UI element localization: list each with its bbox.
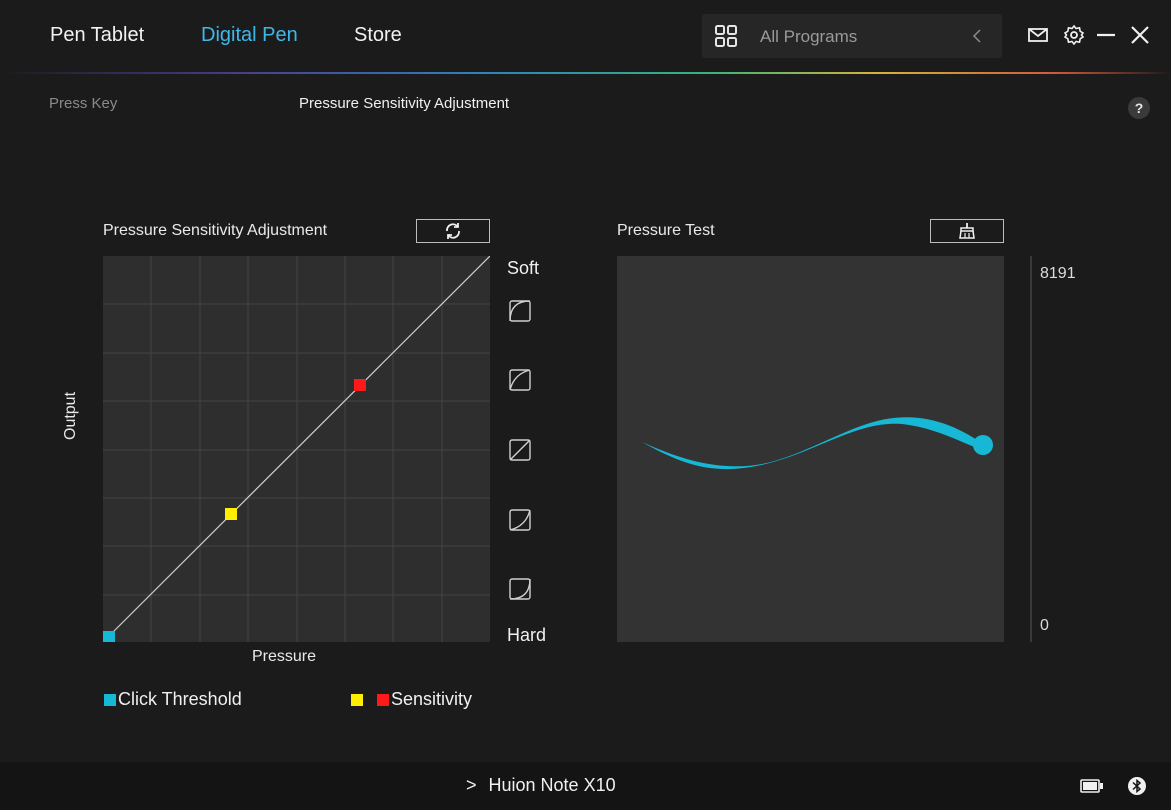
preset-softest-icon[interactable]: [509, 300, 531, 322]
curve-xlabel: Pressure: [252, 648, 317, 665]
curve-grid: [103, 256, 490, 642]
tab-digital-pen[interactable]: Digital Pen: [201, 24, 298, 46]
reset-icon: [446, 223, 460, 239]
curve-panel-title: Pressure Sensitivity Adjustment: [103, 222, 328, 239]
hard-label: Hard: [507, 625, 547, 645]
click-threshold-swatch: [104, 694, 116, 707]
soft-label: Soft: [507, 258, 540, 278]
clear-icon: [959, 223, 975, 239]
program-selector-label: All Programs: [760, 27, 858, 46]
pressure-curve-line: [108, 256, 490, 637]
pressure-curve-graph[interactable]: [103, 256, 490, 642]
device-selector[interactable]: > Huion Note X10: [466, 775, 616, 796]
preset-soft-icon[interactable]: [509, 369, 531, 391]
legend-click-threshold-label: Click Threshold: [118, 689, 242, 709]
click-threshold-handle[interactable]: [103, 631, 115, 642]
status-bar: > Huion Note X10: [0, 762, 1171, 810]
curve-ylabel: Output: [62, 391, 79, 440]
sensitivity-low-swatch: [351, 694, 363, 707]
sensitivity-low-handle[interactable]: [225, 508, 237, 520]
clear-button[interactable]: [930, 219, 1004, 243]
scale-max-label: 8191: [1040, 265, 1076, 282]
minimize-icon[interactable]: [1095, 24, 1117, 46]
close-icon[interactable]: [1129, 24, 1151, 46]
reset-button[interactable]: [416, 219, 490, 243]
subtab-pressure-sensitivity[interactable]: Pressure Sensitivity Adjustment: [299, 95, 510, 112]
battery-icon: [1080, 779, 1103, 793]
header-divider: [0, 72, 1171, 74]
preset-linear-icon[interactable]: [509, 439, 531, 461]
pressure-test-canvas[interactable]: [617, 256, 1004, 642]
subtab-press-key[interactable]: Press Key: [49, 95, 118, 112]
pressure-test-stroke: [642, 417, 989, 470]
top-navigation-bar: Pen Tablet Digital Pen Store All Program…: [0, 0, 1171, 72]
preset-hardest-icon[interactable]: [509, 578, 531, 600]
sensitivity-high-handle[interactable]: [354, 379, 366, 391]
legend-click-threshold: Click Threshold: [104, 689, 242, 710]
chevron-left-icon[interactable]: [970, 24, 984, 48]
legend-sensitivity-label: Sensitivity: [391, 689, 473, 709]
sensitivity-high-swatch: [377, 694, 389, 707]
preset-hard-icon[interactable]: [509, 509, 531, 531]
program-selector[interactable]: All Programs: [702, 14, 1002, 58]
device-name: Huion Note X10: [488, 775, 616, 795]
tab-store[interactable]: Store: [354, 24, 402, 46]
bluetooth-icon: [1128, 777, 1146, 795]
grid-apps-icon: [715, 25, 737, 47]
help-button[interactable]: ?: [1128, 97, 1150, 119]
scale-min-label: 0: [1040, 617, 1049, 634]
pressure-scale-bar: [1030, 256, 1032, 642]
gear-icon[interactable]: [1063, 24, 1085, 46]
chevron-right-icon: >: [466, 775, 477, 795]
test-panel-title: Pressure Test: [617, 222, 715, 239]
mail-icon[interactable]: [1027, 24, 1049, 46]
legend-sensitivity: Sensitivity: [351, 689, 472, 710]
tab-pen-tablet[interactable]: Pen Tablet: [50, 24, 145, 46]
